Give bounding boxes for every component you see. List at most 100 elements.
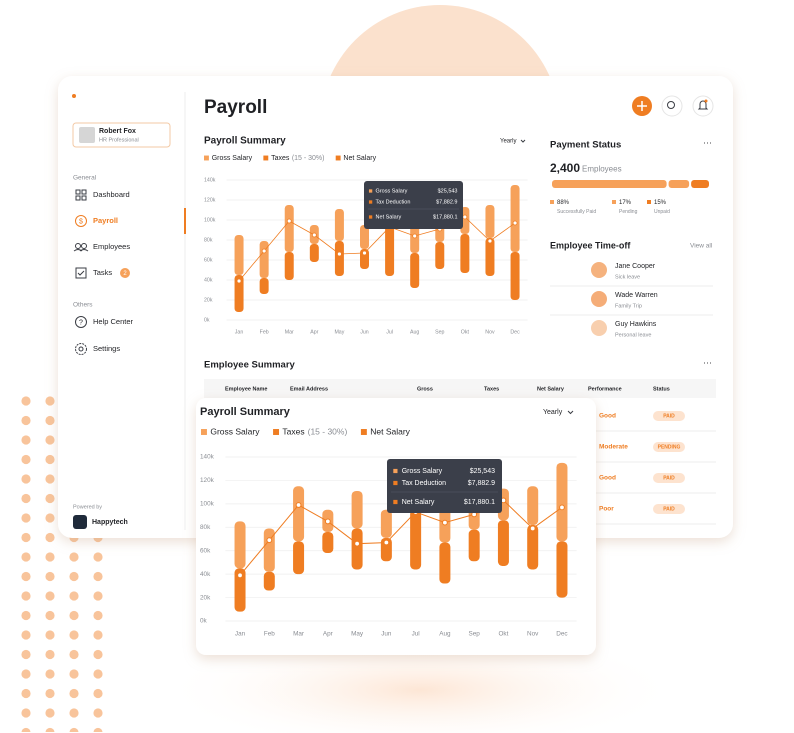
status-label: Pending <box>619 209 638 215</box>
bar-tax <box>351 528 363 570</box>
bar-tax <box>468 529 480 562</box>
person-name: Jane Cooper <box>615 263 656 270</box>
net-point <box>362 250 367 256</box>
search-button[interactable] <box>661 95 683 117</box>
net-point <box>354 540 361 547</box>
legend-swatch <box>263 155 269 161</box>
y-tick-label: 0k <box>200 618 208 625</box>
badge-count: 2 <box>123 271 127 277</box>
bar-gross <box>334 209 344 241</box>
nav-icons: $ ? <box>73 189 89 355</box>
dot <box>72 94 76 98</box>
search-icon <box>667 101 675 109</box>
user-box[interactable] <box>72 122 171 148</box>
status: PAID <box>663 475 675 481</box>
status-pill <box>653 504 685 514</box>
legend-swatch <box>647 200 651 204</box>
x-tick-label: Jul <box>386 329 393 335</box>
nav-item[interactable]: Dashboard <box>93 190 130 199</box>
y-tick-label: 120k <box>204 197 216 203</box>
bar-tax <box>435 242 445 269</box>
x-tick-label: Okt <box>461 329 470 335</box>
avatar <box>591 262 607 278</box>
x-tick-label: Apr <box>310 329 318 335</box>
period-select[interactable]: Yearly <box>543 409 563 416</box>
x-tick-label: Jun <box>360 329 369 335</box>
bar-gross <box>351 490 363 529</box>
nav-item[interactable]: Help Center <box>93 317 134 326</box>
tooltip-label: Tax Deduction <box>402 480 446 487</box>
status: PENDING <box>658 444 681 450</box>
tooltip-value: $25,543 <box>470 468 495 475</box>
bar-tax <box>460 234 470 273</box>
tooltip-label: Gross Salary <box>376 188 408 194</box>
x-tick-label: Aug <box>410 329 419 335</box>
nav-item[interactable]: Employees <box>93 242 130 251</box>
tooltip-value: $7,882.9 <box>436 199 457 205</box>
tooltip-swatch <box>393 468 398 474</box>
avatar <box>591 291 607 307</box>
bar-gross <box>234 235 244 275</box>
brand-logo <box>73 515 87 529</box>
x-tick-label: May <box>334 329 344 335</box>
x-tick-label: Jul <box>412 631 420 638</box>
status-segment <box>668 180 690 188</box>
status-percent: 15% <box>654 200 667 206</box>
person-reason: Sick leave <box>615 274 640 280</box>
period-select[interactable]: Yearly <box>500 139 516 145</box>
column-header: Employee Name <box>225 386 268 392</box>
y-tick-label: 100k <box>200 501 215 508</box>
bar-tax <box>334 241 344 276</box>
avatar <box>591 320 607 336</box>
y-tick-label: 40k <box>200 571 211 578</box>
net-point <box>324 518 331 525</box>
tooltip-swatch <box>368 215 373 219</box>
bar-tax <box>234 568 246 612</box>
x-tick-label: Aug <box>439 631 451 638</box>
tooltip-label: Tax Deduction <box>376 199 411 205</box>
legend-label: Taxes <box>282 426 304 436</box>
more[interactable]: ··· <box>703 137 712 147</box>
y-tick-label: 140k <box>204 177 216 183</box>
status-segment <box>691 180 709 188</box>
section-label: Others <box>73 302 93 309</box>
tooltip-label: Net Salary <box>376 214 402 220</box>
nav-item[interactable]: Tasks <box>93 268 112 277</box>
column-header: Email Address <box>290 386 328 392</box>
column-header: Taxes <box>484 386 499 392</box>
nav-item[interactable]: Payroll <box>93 216 118 225</box>
status-segment <box>552 180 667 188</box>
bar-gross <box>510 185 520 252</box>
bar-tax <box>293 541 305 575</box>
view-all[interactable]: View all <box>690 243 713 250</box>
more[interactable]: ··· <box>703 357 712 367</box>
legend-label: Taxes <box>271 155 290 162</box>
bell-icon <box>697 100 709 110</box>
net-point <box>559 504 565 511</box>
bar-tax <box>410 253 420 288</box>
section-title: Payroll Summary <box>204 136 286 147</box>
legend-swatch <box>201 429 207 435</box>
notify-dot <box>704 99 708 103</box>
nav-item[interactable]: Settings <box>93 344 120 353</box>
bar-tax <box>556 541 568 598</box>
bar-gross <box>259 241 269 278</box>
tooltip-value: $7,882.9 <box>468 480 495 487</box>
legend-label: Net Salary <box>343 155 376 162</box>
y-tick-label: 20k <box>200 594 211 601</box>
bar-tax <box>497 520 509 566</box>
legend-swatch <box>273 429 280 435</box>
net-line <box>238 216 516 282</box>
tooltip-label: Net Salary <box>402 499 435 506</box>
bar-tax <box>263 571 275 591</box>
net-point <box>295 502 302 508</box>
tooltip-value: $25,543 <box>438 188 458 194</box>
bar-tax <box>309 244 319 262</box>
notify-button[interactable] <box>692 95 714 117</box>
bar-tax <box>234 275 244 312</box>
bar-gross <box>556 462 568 542</box>
x-tick-label: Apr <box>323 631 334 638</box>
y-tick-label: 20k <box>204 297 213 303</box>
legend-label: Gross Salary <box>210 426 260 436</box>
x-tick-label: Okt <box>498 631 508 638</box>
